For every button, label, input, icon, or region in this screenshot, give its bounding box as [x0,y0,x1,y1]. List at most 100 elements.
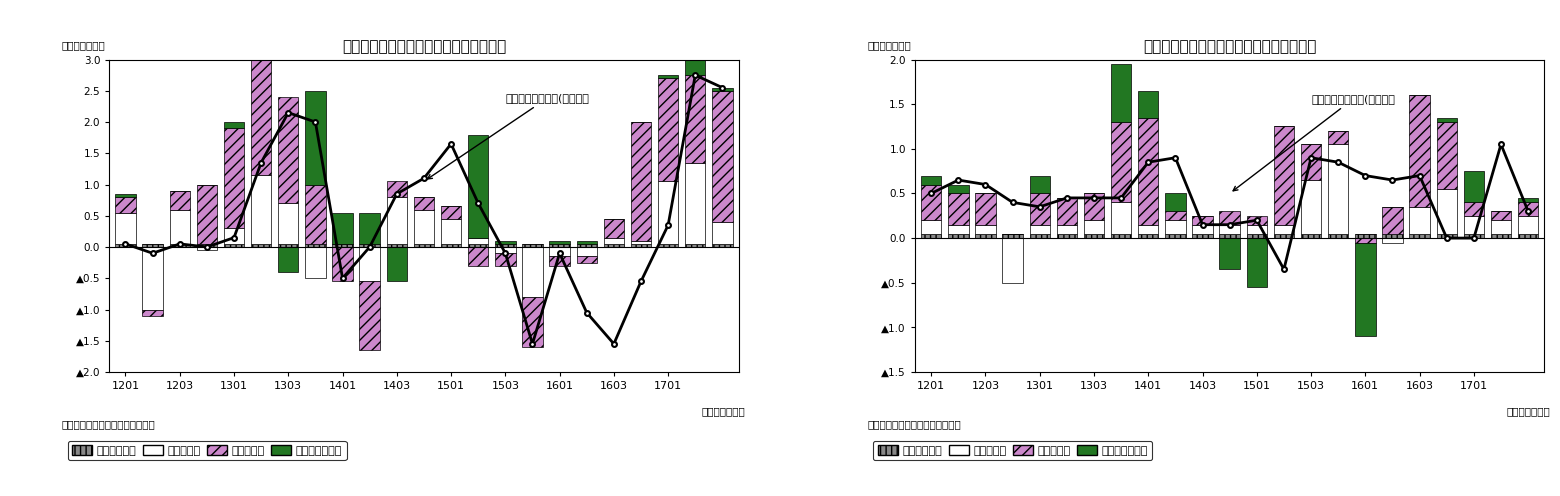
Bar [713,88,733,91]
Legend: 金融費用要因, 人件費要因, 変動費要因, 減価償却費要因: 金融費用要因, 人件費要因, 変動費要因, 減価償却費要因 [874,440,1153,460]
Bar [1165,220,1186,234]
Bar [359,281,379,350]
Bar [975,193,995,225]
Bar [170,191,190,209]
Bar [115,213,136,244]
Bar [1356,234,1376,238]
Bar [1437,122,1457,189]
Text: （資料）財務省「法人企業統計」: （資料）財務省「法人企業統計」 [867,419,961,429]
Bar [142,244,162,247]
Bar [577,256,597,263]
Bar [920,185,941,220]
Bar [387,197,407,244]
Bar [1437,234,1457,238]
Bar [1409,234,1431,238]
Bar [1030,225,1050,234]
Bar [332,213,353,244]
Bar [658,182,679,244]
Bar [523,244,543,247]
Bar [1246,225,1267,234]
Bar [142,310,162,316]
Bar [549,256,569,266]
Bar [1056,225,1076,234]
Bar [413,209,434,244]
Bar [1463,171,1484,202]
Bar [441,206,462,219]
Bar [413,197,434,209]
Bar [251,244,271,247]
Bar [1437,189,1457,234]
Bar [549,247,569,256]
Text: 売上高経常利益率(前年差）: 売上高経常利益率(前年差） [1232,94,1395,191]
Bar [1030,176,1050,193]
Bar [1463,234,1484,238]
Bar [1192,216,1212,225]
Bar [604,244,624,247]
Bar [1084,193,1104,220]
Bar [1409,207,1431,234]
Bar [278,247,298,272]
Bar [1246,234,1267,238]
Bar [1056,198,1076,225]
Bar [1220,238,1240,269]
Bar [142,247,162,310]
Bar [359,244,379,247]
Bar [948,234,969,238]
Bar [713,222,733,244]
Bar [306,244,326,247]
Bar [1518,234,1538,238]
Bar [1111,202,1131,234]
Bar [1220,211,1240,225]
Bar [1328,131,1348,144]
Bar [170,209,190,244]
Bar [975,225,995,234]
Bar [1192,225,1212,234]
Bar [1491,234,1512,238]
Bar [1518,202,1538,216]
Bar [1382,234,1402,238]
Bar [685,75,705,163]
Bar [1139,91,1159,118]
Title: 売上高経常利益率の要因分解（製造業）: 売上高経常利益率の要因分解（製造業） [342,39,505,54]
Bar [306,91,326,185]
Bar [495,241,515,244]
Bar [1111,122,1131,202]
Bar [441,244,462,247]
Bar [1139,225,1159,234]
Bar [1139,118,1159,225]
Bar [251,41,271,175]
Legend: 金融費用要因, 人件費要因, 変動費要因, 減価償却費要因: 金融費用要因, 人件費要因, 変動費要因, 減価償却費要因 [67,440,346,460]
Bar [359,213,379,244]
Bar [1356,243,1376,336]
Bar [577,244,597,247]
Bar [630,241,651,244]
Bar [1165,234,1186,238]
Bar [1328,144,1348,234]
Text: （年・四半期）: （年・四半期） [700,406,746,416]
Bar [278,203,298,244]
Bar [713,91,733,222]
Bar [658,75,679,78]
Bar [197,185,217,244]
Bar [1491,211,1512,220]
Bar [387,182,407,197]
Bar [920,176,941,185]
Bar [251,175,271,244]
Bar [1139,234,1159,238]
Bar [1030,193,1050,225]
Bar [1463,216,1484,234]
Bar [1409,95,1431,207]
Bar [1220,225,1240,234]
Bar [115,244,136,247]
Bar [413,244,434,247]
Bar [468,134,488,238]
Bar [223,228,245,244]
Bar [549,244,569,247]
Bar [658,244,679,247]
Bar [1030,234,1050,238]
Bar [1165,193,1186,211]
Bar [1192,234,1212,238]
Title: 売上高経常利益率の要因分解（非製造業）: 売上高経常利益率の要因分解（非製造業） [1143,39,1317,54]
Bar [197,244,217,247]
Bar [387,247,407,281]
